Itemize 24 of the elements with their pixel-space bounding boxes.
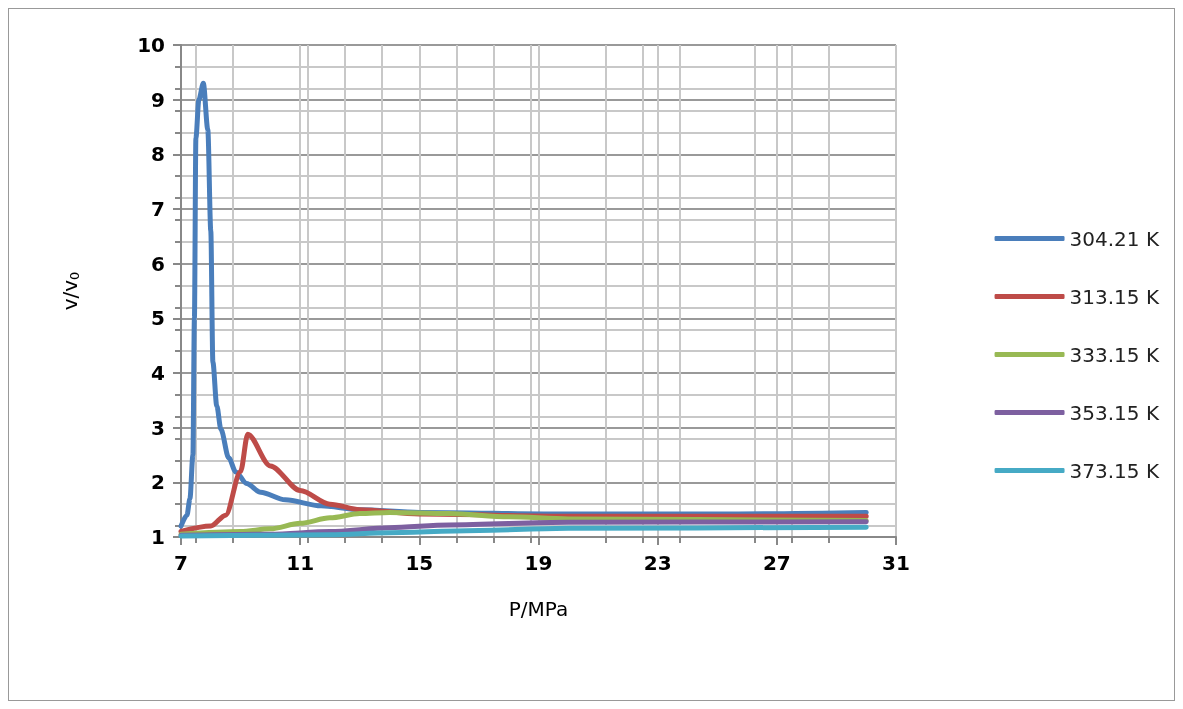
legend-label: 353.15 K [1069, 400, 1160, 425]
y-tick-label: 8 [151, 142, 165, 167]
legend-label: 313.15 K [1069, 284, 1160, 309]
x-tick-label: 31 [882, 551, 910, 575]
y-axis-title: v/v0 [57, 271, 82, 311]
x-tick-label: 19 [524, 551, 553, 575]
x-axis-title: P/MPa [508, 597, 569, 621]
y-tick-label: 10 [137, 33, 165, 57]
y-tick-label: 4 [151, 361, 165, 385]
x-tick-label: 11 [286, 551, 315, 575]
legend-label: 304.21 K [1069, 226, 1160, 251]
y-tick-label: 7 [151, 197, 165, 221]
x-tick-label: 27 [762, 551, 791, 575]
y-tick-label: 2 [151, 470, 165, 495]
y-tick-label: 1 [151, 525, 165, 549]
y-tick-label: 3 [151, 415, 165, 440]
legend-label: 373.15 K [1069, 458, 1160, 483]
y-tick-label: 5 [151, 306, 165, 331]
x-tick-label: 15 [405, 551, 434, 575]
x-tick-label: 7 [174, 551, 188, 575]
y-tick-label: 6 [151, 251, 165, 276]
y-tick-label: 9 [151, 87, 165, 112]
legend-label: 333.15 K [1069, 342, 1160, 367]
x-tick-label: 23 [643, 551, 672, 575]
